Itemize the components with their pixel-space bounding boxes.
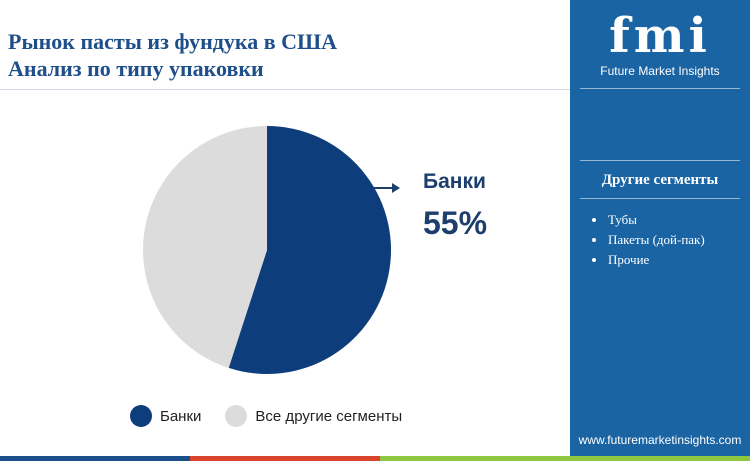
title-line-2: Анализ по типу упаковки [8,56,264,81]
sidebar-divider-top [580,88,740,89]
logo-subtitle: Future Market Insights [600,64,720,78]
pie-slice-0 [228,126,392,374]
bar-segment-red [190,456,380,461]
title-line-1: Рынок пасты из фундука в США [8,29,338,54]
sidebar-item: Тубы [592,212,705,228]
sidebar: fmi Future Market Insights Другие сегмен… [570,0,750,461]
bar-segment-blue [0,456,190,461]
fmi-logo: fmi Future Market Insights [570,10,750,78]
bullet-icon [592,238,596,242]
legend-label-jars: Банки [160,407,202,425]
website-link[interactable]: www.futuremarketinsights.com [578,433,742,447]
sidebar-heading: Другие сегменты [601,172,719,188]
bottom-color-bar [0,456,750,461]
callout-arrow-head [392,183,400,193]
title-divider [0,89,570,90]
bullet-icon [592,258,596,262]
sidebar-item-label: Пакеты (дой-пак) [608,232,705,247]
sidebar-item: Прочие [592,252,705,268]
bar-segment-green [380,456,750,461]
legend-swatch-other [225,405,248,427]
legend: Банки Все другие сегменты [130,405,426,427]
sidebar-item: Пакеты (дой-пак) [592,232,705,248]
legend-label-other: Все другие сегменты [255,407,403,425]
pie-chart [143,126,400,374]
callout-value: 55% [423,205,488,241]
bullet-icon [592,218,596,222]
sidebar-segment-list: Тубы Пакеты (дой-пак) Прочие [592,212,705,272]
legend-swatch-jars [130,405,152,427]
legend-item-jars: Банки [130,405,201,427]
sidebar-item-label: Прочие [608,252,650,267]
sidebar-divider-lower [580,198,740,199]
logo-wordmark: fmi [609,8,711,64]
main-panel: Рынок пасты из фундука в США Анализ по т… [0,28,570,427]
callout-label: Банки [423,170,486,193]
legend-item-other: Все другие сегменты [225,405,402,427]
pie-slice-1 [143,126,267,368]
sidebar-item-label: Тубы [608,212,637,227]
chart-title: Рынок пасты из фундука в США Анализ по т… [8,28,337,82]
sidebar-divider-upper [580,160,740,161]
